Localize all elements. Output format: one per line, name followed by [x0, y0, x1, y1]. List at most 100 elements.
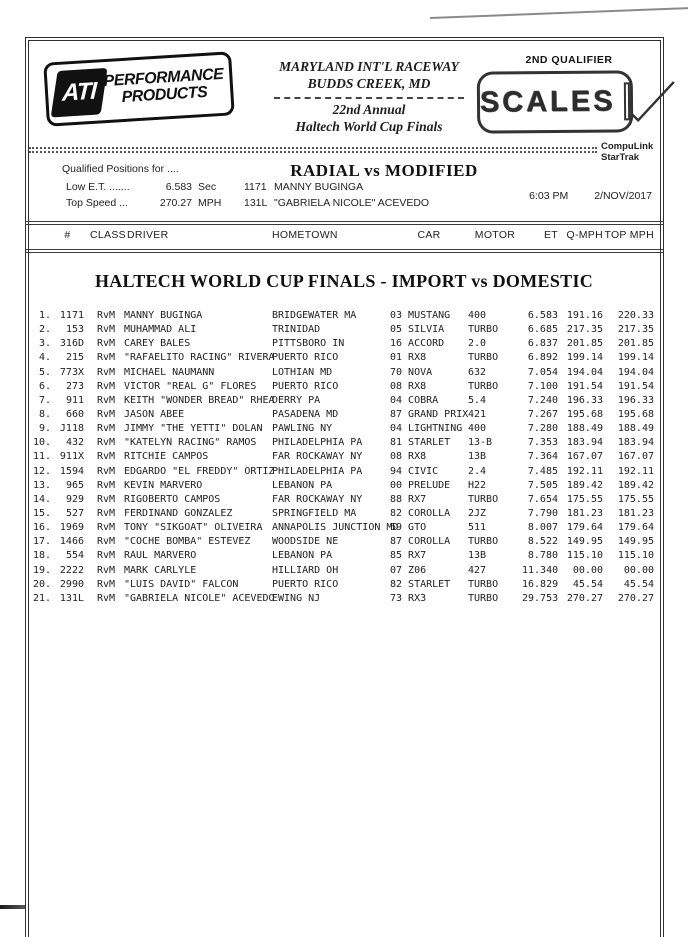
column-headers: # CLASS DRIVER HOMETOWN CAR MOTOR ET Q-M… [31, 229, 659, 241]
qmph-cell: 199.14 [566, 352, 603, 364]
class-cell: RvM [97, 338, 116, 350]
class-cell: RvM [97, 394, 116, 406]
class-cell: RvM [97, 564, 116, 576]
topmph-cell: 45.54 [623, 578, 654, 590]
table-row: 13. 965 RvM KEVIN MARVERO LEBANON PA 00 … [31, 479, 659, 493]
col-header-hometown: HOMETOWN [272, 229, 338, 241]
number-cell: 2990 [59, 578, 84, 590]
hometown-cell: LEBANON PA [272, 479, 333, 491]
class-cell: RvM [97, 592, 116, 604]
table-row: 10. 432 RvM "KATELYN RACING" RAMOS PHILA… [31, 436, 659, 450]
driver-cell: "LUIS DAVID" FALCON [124, 578, 239, 590]
hometown-cell: SPRINGFIELD MA [272, 507, 357, 519]
car-cell: 69 GTO [390, 522, 427, 534]
rank-cell: 4. [38, 352, 51, 364]
motor-cell: TURBO [468, 536, 499, 548]
car-cell: 16 ACCORD [390, 338, 445, 350]
rank-cell: 19. [32, 564, 51, 576]
table-row: 4. 215 RvM "RAFAELITO RACING" RIVERA PUE… [31, 351, 659, 365]
hometown-cell: LOTHIAN MD [272, 366, 333, 378]
qmph-cell: 115.10 [566, 550, 603, 562]
qmph-cell: 191.16 [566, 310, 603, 321]
number-cell: 432 [65, 437, 84, 449]
car-cell: 04 COBRA [390, 394, 439, 406]
number-cell: 1466 [59, 536, 84, 548]
col-header-car: CAR [417, 229, 441, 241]
hometown-cell: ANNAPOLIS JUNCTION MD [272, 522, 399, 534]
qmph-cell: 181.23 [566, 507, 603, 519]
col-header-topmph: TOP MPH [604, 229, 654, 241]
qmph-cell: 175.55 [566, 493, 603, 505]
class-cell: RvM [97, 423, 116, 435]
table-row: 1. 1171 RvM MANNY BUGINGA BRIDGEWATER MA… [31, 309, 659, 323]
table-row: 2. 153 RvM MUHAMMAD ALI TRINIDAD 05 SILV… [31, 323, 659, 337]
driver-cell: CAREY BALES [124, 338, 191, 350]
table-row: 17. 1466 RvM "COCHE BOMBA" ESTEVEZ WOODS… [31, 535, 659, 549]
col-header-motor: MOTOR [474, 229, 516, 241]
car-cell: 00 PRELUDE [390, 479, 451, 491]
et-cell: 6.837 [527, 338, 558, 350]
et-cell: 7.054 [527, 366, 558, 378]
car-cell: 70 NOVA [390, 366, 433, 378]
motor-cell: H22 [468, 479, 487, 491]
car-cell: 81 STARLET [390, 437, 451, 449]
class-cell: RvM [97, 507, 116, 519]
venue-city: BUDDS CREEK, MD [307, 75, 431, 91]
rank-cell: 8. [38, 408, 51, 420]
topmph-cell: 183.94 [617, 437, 654, 449]
qmph-cell: 192.11 [566, 465, 603, 477]
table-row: 14. 929 RvM RIGOBERTO CAMPOS FAR ROCKAWA… [31, 493, 659, 507]
motor-cell: 632 [468, 366, 487, 378]
et-cell: 16.829 [522, 578, 559, 590]
col-header-qmph: Q-MPH [566, 229, 603, 241]
driver-cell: MARK CARLYLE [124, 564, 197, 576]
top-speed-label: Top Speed ... [66, 197, 128, 209]
table-row: 15. 527 RvM FERDINAND GONZALEZ SPRINGFIE… [31, 507, 659, 521]
hometown-cell: PASADENA MD [272, 408, 339, 420]
class-cell: RvM [97, 380, 116, 392]
topmph-cell: 199.14 [617, 352, 654, 364]
car-cell: 08 RX8 [390, 451, 427, 463]
scan-edge-artifact [430, 6, 688, 20]
rank-cell: 10. [32, 437, 51, 449]
car-cell: 87 GRAND PRIX [390, 408, 469, 420]
et-cell: 7.485 [527, 465, 558, 477]
topmph-cell: 149.95 [617, 536, 654, 548]
rank-cell: 21. [32, 592, 51, 604]
scales-checkbox [623, 81, 675, 122]
motor-cell: 13B [468, 451, 487, 463]
hometown-cell: HILLIARD OH [272, 564, 339, 576]
table-row: 21. 131L RvM "GABRIELA NICOLE" ACEVEDO E… [31, 592, 659, 606]
ati-brand: ATI [61, 77, 97, 107]
low-et-unit: Sec [198, 181, 217, 193]
topmph-cell: 179.64 [617, 522, 654, 534]
rank-cell: 16. [32, 522, 51, 534]
top-speed-car-number: 131L [244, 197, 268, 209]
table-row: 3. 316D RvM CAREY BALES PITTSBORO IN 16 … [31, 337, 659, 351]
table-row: 20. 2990 RvM "LUIS DAVID" FALCON PUERTO … [31, 578, 659, 592]
class-cell: RvM [97, 550, 116, 562]
qmph-cell: 188.49 [566, 423, 603, 435]
table-row: 9. J118 RvM JIMMY "THE YETTI" DOLAN PAWL… [31, 422, 659, 436]
table-row: 6. 273 RvM VICTOR "REAL G" FLORES PUERTO… [31, 380, 659, 394]
topmph-cell: 115.10 [617, 550, 654, 562]
logo-text: PERFORMANCE PRODUCTS [103, 66, 225, 108]
venue-block: MARYLAND INT'L RACEWAY BUDDS CREEK, MD 2… [229, 59, 509, 136]
et-cell: 6.583 [527, 310, 558, 321]
class-cell: RvM [97, 310, 116, 321]
hometown-cell: FAR ROCKAWAY NY [272, 451, 363, 463]
driver-cell: "KATELYN RACING" RAMOS [124, 437, 257, 449]
hometown-cell: TRINIDAD [272, 324, 321, 336]
motor-cell: 427 [468, 564, 487, 576]
topmph-cell: 217.35 [617, 324, 654, 336]
number-cell: 131L [59, 592, 84, 604]
rule-above-headers [25, 221, 664, 225]
number-cell: 527 [65, 507, 84, 519]
table-row: 12. 1594 RvM EDGARDO "EL FREDDY" ORTIZ P… [31, 465, 659, 479]
motor-cell: TURBO [468, 380, 499, 392]
et-cell: 7.267 [527, 408, 558, 420]
motor-cell: 2.4 [468, 465, 487, 477]
timing-system-brand: CompuLink StarTrak [601, 141, 654, 163]
hometown-cell: EWING NJ [272, 592, 321, 604]
topmph-cell: 195.68 [617, 408, 654, 420]
